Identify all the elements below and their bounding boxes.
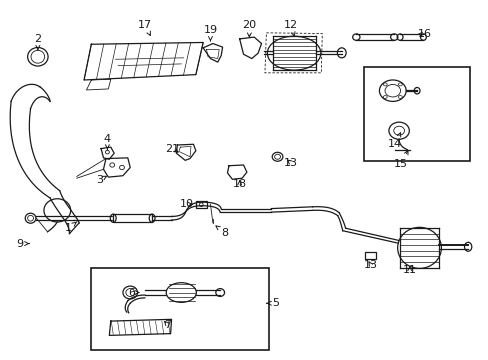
- Text: 21: 21: [165, 144, 179, 154]
- Polygon shape: [203, 44, 222, 62]
- Text: 16: 16: [417, 29, 430, 39]
- Text: 18: 18: [232, 179, 246, 189]
- Polygon shape: [176, 144, 196, 160]
- Polygon shape: [227, 165, 246, 179]
- Text: 3: 3: [96, 175, 106, 185]
- Polygon shape: [239, 37, 261, 59]
- Text: 20: 20: [242, 19, 256, 37]
- Bar: [363, 67, 468, 161]
- Text: 10: 10: [180, 199, 194, 209]
- Bar: [365, 252, 375, 258]
- Text: 2: 2: [34, 34, 41, 50]
- Polygon shape: [84, 42, 203, 80]
- Polygon shape: [101, 147, 114, 159]
- Ellipse shape: [166, 283, 196, 302]
- Polygon shape: [113, 214, 152, 222]
- Text: 1: 1: [65, 222, 77, 233]
- Polygon shape: [109, 319, 171, 336]
- Text: 9: 9: [16, 239, 29, 249]
- Ellipse shape: [397, 227, 441, 269]
- Text: 6: 6: [128, 288, 139, 297]
- Text: 8: 8: [216, 226, 228, 238]
- Bar: [91, 267, 268, 350]
- Text: 17: 17: [138, 19, 152, 36]
- Text: 4: 4: [103, 134, 111, 149]
- Text: 13: 13: [284, 158, 298, 168]
- Polygon shape: [103, 158, 130, 177]
- Text: 12: 12: [283, 19, 297, 36]
- Text: 11: 11: [402, 265, 416, 275]
- Text: 19: 19: [203, 25, 217, 41]
- Text: 7: 7: [164, 320, 171, 330]
- Polygon shape: [272, 36, 316, 70]
- Text: 13: 13: [363, 260, 377, 270]
- Text: 14: 14: [387, 133, 402, 149]
- Text: 5: 5: [266, 298, 279, 308]
- Ellipse shape: [25, 213, 36, 223]
- Text: 15: 15: [393, 150, 407, 169]
- Bar: [196, 202, 206, 208]
